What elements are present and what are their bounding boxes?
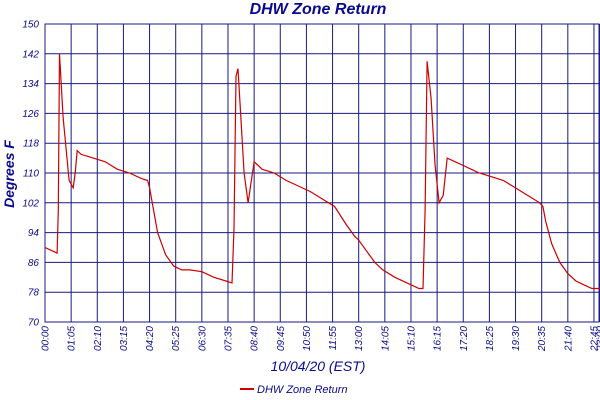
y-tick-label: 102 [22, 198, 39, 209]
x-tick-label: 11:55 [328, 326, 339, 351]
x-tick-label: 20:35 [537, 326, 548, 352]
x-tick-label: 10:50 [302, 326, 313, 351]
x-axis-label: 10/04/20 (EST) [271, 358, 366, 374]
x-tick-label: 21:40 [563, 326, 574, 352]
grid [44, 23, 600, 323]
y-tick-label: 86 [28, 258, 40, 269]
x-tick-label: 02:10 [93, 326, 104, 351]
y-tick-label: 118 [23, 139, 39, 150]
x-tick-label: 03:15 [119, 326, 130, 351]
x-tick-label: 00:00 [41, 326, 52, 351]
x-tick-label: 17:20 [459, 326, 470, 351]
x-tick-label: 08:40 [250, 326, 261, 351]
x-tick-label: 07:35 [223, 326, 234, 351]
y-tick-label: 142 [22, 49, 39, 60]
y-tick-label: 70 [28, 318, 40, 329]
chart-title: DHW Zone Return [250, 1, 387, 18]
x-tick-label: 13:00 [354, 326, 365, 351]
series-line [44, 53, 600, 290]
y-tick-label: 134 [22, 79, 39, 90]
x-tick-label: 22:45 [589, 326, 600, 352]
y-tick-labels: 70 78 86 94 102 110 118 126 134 142 150 [22, 20, 39, 329]
x-tick-label: 16:15 [433, 326, 444, 351]
x-tick-label: 09:45 [276, 326, 287, 351]
y-tick-label: 150 [22, 20, 39, 31]
legend: DHW Zone Return [240, 384, 347, 396]
x-tick-label: 14:05 [380, 326, 391, 351]
y-tick-label: 78 [28, 288, 40, 299]
y-tick-label: 94 [28, 228, 40, 239]
x-tick-label: 01:05 [67, 326, 78, 351]
series-layer [44, 53, 600, 290]
x-tick-label: 18:25 [485, 326, 496, 351]
y-axis-label: Degrees F [1, 140, 17, 208]
x-tick-label: 15:10 [406, 326, 417, 351]
x-tick-label: 05:25 [171, 326, 182, 351]
x-tick-labels: 00:00 01:05 02:10 03:15 04:20 05:25 06:30 07:35… [41, 326, 600, 352]
x-tick-label: 06:30 [197, 326, 208, 351]
y-tick-label: 126 [22, 109, 39, 120]
x-tick-label: 04:20 [145, 326, 156, 351]
y-tick-label: 110 [23, 169, 39, 180]
x-tick-label: 19:30 [511, 326, 522, 351]
x-tick-label: 23:00 [596, 326, 600, 352]
legend-label: DHW Zone Return [257, 384, 347, 396]
